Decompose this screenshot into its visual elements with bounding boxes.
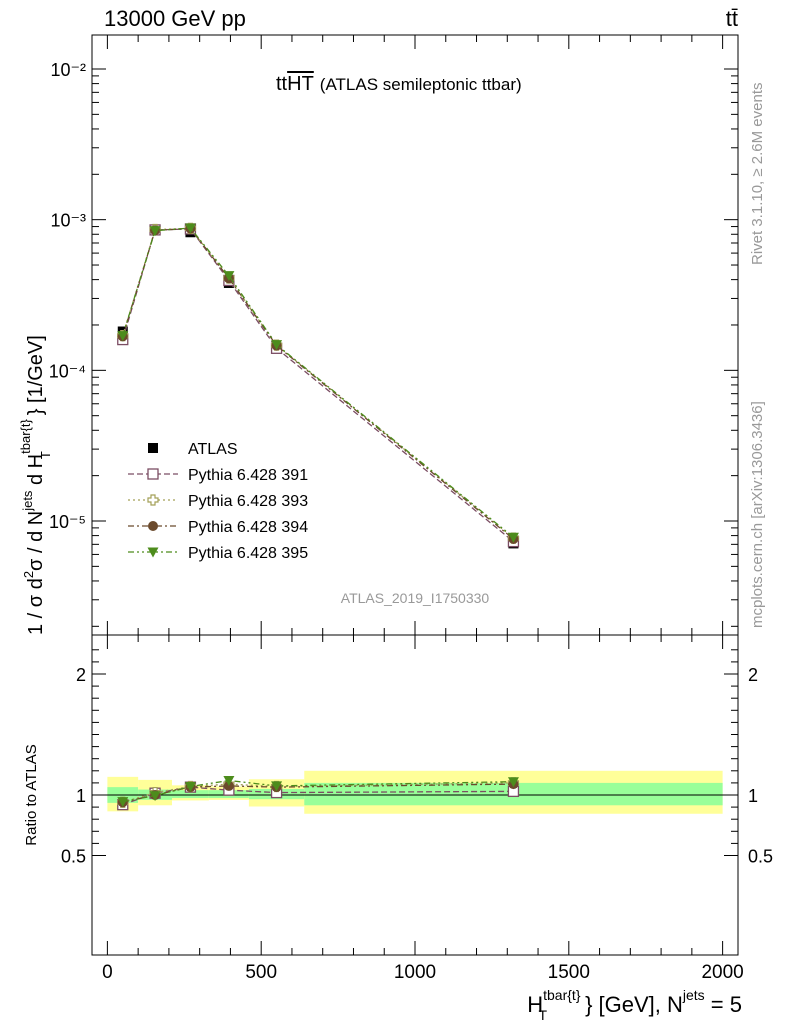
svg-text:ttHT(ATLAS semileptonic ttbar): ttHT (ATLAS semileptonic ttbar) [276,73,522,95]
ratio-x-tick-label: 1500 [548,962,590,983]
ratio-y-label: Ratio to ATLAS [23,744,40,845]
main-point [271,340,283,351]
ratio-point [149,791,161,802]
main-point [507,532,519,543]
ratio-x-tick-label: 1000 [394,962,436,983]
ratio-x-tick-label: 2000 [701,962,743,983]
beam-label: 13000 GeV pp [104,6,246,31]
legend-label: ATLAS [188,441,238,458]
main-title-suffix: (ATLAS semileptonic ttbar) [320,75,522,94]
ratio-x-tick-label: 0 [102,962,113,983]
ratio-x-axis: 0 500 1000 1500 2000 [102,635,744,983]
ratio-y-tick-label-right: 2 [748,665,758,685]
ratio-data-marks [117,775,520,811]
x-axis-label: Htbar{t} T } [GeV], Njets = 5 [527,987,742,1023]
ratio-y-tick-label: 0.5 [61,847,86,867]
main-y-tick-label: 10⁻³ [50,211,86,231]
legend-marker [147,547,159,558]
x-label-sub: T [539,1007,548,1023]
main-point [223,271,235,282]
ratio-point [223,775,235,786]
ratio-series-line [122,779,514,803]
ratio-point [271,781,283,792]
ratio-y-tick-label-right: 0.5 [748,847,773,867]
legend-label: Pythia 6.428 391 [188,467,308,484]
main-series-line [122,227,514,540]
main-point [117,331,129,342]
main-y-label-ttbar: tbar{t} [18,419,33,454]
x-label-units: } [GeV], N [585,992,683,1017]
legend-label: Pythia 6.428 393 [188,493,308,510]
ratio-panel: 0.5 0.5 1 1 2 2 0 500 1000 1500 2000 Ratio to ATL… [23,634,773,1023]
ratio-point [184,782,196,793]
main-y-label-jets: jets [20,490,35,512]
x-label-eq: = 5 [705,992,742,1017]
main-data-marks [117,222,520,549]
main-panel: 10⁻² 10⁻³ 10⁻⁴ 10⁻⁵ ttHT (ATLAS semileptonic… [18,34,739,636]
main-y-tick-label: 10⁻⁴ [49,361,86,381]
legend-marker [147,494,159,506]
legend-label: Pythia 6.428 394 [188,519,308,536]
ratio-y-tick-label: 1 [76,786,86,806]
legend-marker [148,443,158,453]
svg-text:1 / σ d2σ / d Njets d Htbar{t}: 1 / σ d2σ / d Njets d Htbar{t} T } [1/GeV] [18,335,53,635]
ratio-y-axis: 0.5 0.5 1 1 2 2 [61,649,773,867]
mcplots-label: mcplots.cern.ch [arXiv:1306.3436] [749,401,766,628]
ratio-series-line [122,783,514,803]
main-point [149,226,161,237]
ratio-point [507,777,519,788]
main-point [184,223,196,234]
main-y-label-units: } [1/GeV] [25,335,47,415]
main-series-line [122,228,514,543]
rivet-label: Rivet 3.1.10, ≥ 2.6M events [749,83,766,266]
main-series-line [122,227,514,538]
x-label-ttbar: tbar{t} [543,987,581,1003]
ratio-x-tick-label: 500 [245,962,277,983]
main-title: tt [276,73,288,95]
ratio-y-tick-label: 2 [76,665,86,685]
main-x-ticks [106,35,724,635]
ratio-series-line [122,782,514,803]
main-y-label-part3: d H [25,454,47,491]
legend: ATLAS Pythia 6.428 391 Pythia 6.428 393 Pyt… [128,441,308,562]
legend-label: Pythia 6.428 395 [188,545,308,562]
process-label: tt̄ [726,6,738,31]
main-y-tick-label: 10⁻² [50,60,86,80]
stat-uncertainty-band [171,790,209,799]
main-y-tick-label: 10⁻⁵ [49,512,86,532]
ratio-point [117,797,129,808]
main-y-label-part2: σ / d N [25,511,47,571]
legend-marker [147,468,159,480]
main-y-label-exp: 2 [21,571,36,578]
analysis-watermark: ATLAS_2019_I1750330 [341,590,490,606]
main-title-overline: HT [287,73,314,95]
x-label-h: H [527,992,543,1017]
main-y-axis: 10⁻² 10⁻³ 10⁻⁴ 10⁻⁵ [49,60,738,627]
ratio-y-tick-label-right: 1 [748,786,758,806]
legend-marker [148,521,158,531]
main-y-label-part1: 1 / σ d [25,578,47,635]
ratio-uncertainty-bands [107,770,723,814]
main-y-label-sub: T [38,451,53,459]
x-label-jets: jets [682,987,705,1003]
main-y-label-group: 1 / σ d2σ / d Njets d Htbar{t} T } [1/GeV] [18,335,53,635]
